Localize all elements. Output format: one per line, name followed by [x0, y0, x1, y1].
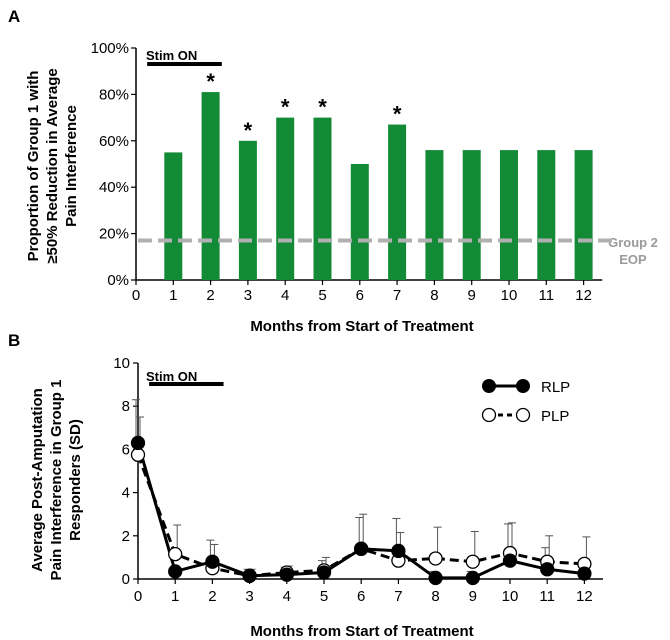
- panel-a-y-tick-label: 40%: [99, 179, 129, 196]
- point-rlp-month-2: [206, 555, 219, 568]
- reference-line-label-line-2: EOP: [619, 252, 647, 267]
- point-plp-month-9: [466, 555, 479, 568]
- panel-b-x-tick-label: 2: [208, 588, 216, 605]
- panel-b-y-tick-label: 8: [122, 398, 130, 415]
- panel-b-y-title-line-3: Responders (SD): [67, 419, 84, 541]
- panel-b-y-tick-label: 10: [113, 355, 130, 372]
- bar-month-2: [202, 92, 220, 280]
- panel-a-x-tick-label: 10: [501, 287, 518, 304]
- series-line-rlp: [138, 443, 584, 578]
- panel-a-x-tick-label: 11: [539, 287, 555, 304]
- legend-marker-rlp: [483, 380, 496, 393]
- panel-b-y-axis-title: Average Post-Amputation Pain Interferenc…: [29, 380, 84, 581]
- panel-b-letter: B: [8, 331, 20, 350]
- point-rlp-month-10: [504, 554, 517, 567]
- panel-a-chart: 0%20%40%60%80%100%0 1 2 3 4 5 6 7 8 9 10 11 12*** * *: [91, 40, 612, 304]
- panel-a-y-axis-title: Proportion of Group 1 with ≥50% Reductio…: [25, 68, 80, 264]
- legend-label-plp: PLP: [541, 408, 569, 425]
- point-rlp-month-7: [392, 544, 405, 557]
- panel-b-x-tick-label: 8: [431, 588, 439, 605]
- bar-month-1: [164, 152, 182, 280]
- significance-star: *: [318, 95, 327, 120]
- point-rlp-month-1: [169, 565, 182, 578]
- panel-b-x-tick-label: 5: [320, 588, 328, 605]
- panel-a-y-tick-label: 60%: [99, 133, 129, 150]
- point-rlp-month-6: [355, 542, 368, 555]
- panel-b-x-tick-label: 0: [134, 588, 142, 605]
- panel-b-x-tick-label: 3: [245, 588, 253, 605]
- panel-a-x-tick-label: 8: [430, 287, 438, 304]
- legend-marker-plp: [517, 409, 530, 422]
- panel-a-x-tick-label: 3: [244, 287, 252, 304]
- legend-label-rlp: RLP: [541, 379, 570, 396]
- bar-month-11: [537, 150, 555, 280]
- panel-b-y-title-line-1: Average Post-Amputation: [29, 388, 46, 572]
- panel-a-x-axis-title: Months from Start of Treatment: [250, 318, 473, 335]
- panel-b-x-tick-label: 4: [283, 588, 291, 605]
- bar-month-3: [239, 141, 257, 280]
- bar-month-9: [463, 150, 481, 280]
- series-line-plp: [138, 455, 584, 576]
- panel-b-y-title-line-2: Pain Interference in Group 1: [48, 380, 65, 581]
- bar-month-12: [575, 150, 593, 280]
- legend-marker-plp: [483, 409, 496, 422]
- panel-a-stim-label: Stim ON: [146, 48, 197, 63]
- panel-a-y-title-line-3: Pain Interference: [63, 105, 80, 227]
- panel-b-x-tick-label: 7: [394, 588, 402, 605]
- panel-a-x-tick-label: 2: [206, 287, 214, 304]
- significance-star: *: [206, 69, 215, 94]
- panel-a-x-tick-label: 0: [132, 287, 140, 304]
- panel-a-y-title-line-1: Proportion of Group 1 with: [25, 71, 42, 262]
- panel-b-x-tick-label: 6: [357, 588, 365, 605]
- point-plp-month-8: [429, 552, 442, 565]
- point-rlp-month-12: [578, 567, 591, 580]
- panel-a-x-tick-label: 12: [575, 287, 592, 304]
- point-rlp-month-0: [132, 436, 145, 449]
- reference-line-label-line-1: Group 2: [608, 235, 658, 250]
- panel-a-y-tick-label: 100%: [91, 40, 129, 57]
- panel-b-x-tick-label: 9: [469, 588, 477, 605]
- point-rlp-month-3: [243, 569, 256, 582]
- point-rlp-month-9: [466, 571, 479, 584]
- panel-a-y-tick-label: 80%: [99, 86, 129, 103]
- panel-b-x-tick-label: 12: [576, 588, 593, 605]
- panel-b-x-axis-title: Months from Start of Treatment: [250, 623, 473, 640]
- panel-a-y-title-line-2: ≥50% Reduction in Average: [44, 68, 61, 264]
- panel-b-x-tick-label: 10: [502, 588, 519, 605]
- panel-a-x-tick-label: 7: [393, 287, 401, 304]
- bar-month-4: [276, 118, 294, 280]
- panel-b-stim-label: Stim ON: [146, 369, 197, 384]
- point-rlp-month-8: [429, 571, 442, 584]
- panel-b-x-tick-label: 11: [539, 588, 555, 605]
- bar-month-6: [351, 164, 369, 280]
- point-rlp-month-4: [280, 568, 293, 581]
- bar-month-7: [388, 125, 406, 280]
- significance-star: *: [281, 95, 290, 120]
- panel-a-x-tick-label: 5: [318, 287, 326, 304]
- bar-month-5: [314, 118, 332, 280]
- point-plp-month-0: [132, 448, 145, 461]
- significance-star: *: [244, 118, 253, 143]
- point-rlp-month-11: [541, 563, 554, 576]
- panel-a-y-tick-label: 0%: [107, 272, 129, 289]
- panel-a-letter: A: [8, 7, 20, 26]
- panel-a-x-tick-label: 4: [281, 287, 289, 304]
- panel-a-x-tick-label: 1: [169, 287, 177, 304]
- panel-b-y-tick-label: 0: [122, 571, 130, 588]
- panel-b-y-tick-label: 6: [122, 441, 130, 458]
- panel-b-x-tick-label: 1: [171, 588, 179, 605]
- point-plp-month-1: [169, 548, 182, 561]
- panel-a-x-tick-label: 9: [468, 287, 476, 304]
- bar-month-8: [425, 150, 443, 280]
- legend-marker-rlp: [517, 380, 530, 393]
- panel-a-x-tick-label: 6: [356, 287, 364, 304]
- panel-a-y-tick-label: 20%: [99, 226, 129, 243]
- point-rlp-month-5: [318, 566, 331, 579]
- bar-month-10: [500, 150, 518, 280]
- significance-star: *: [393, 102, 402, 127]
- panel-b-y-tick-label: 4: [122, 485, 130, 502]
- panel-b-y-tick-label: 2: [122, 528, 130, 545]
